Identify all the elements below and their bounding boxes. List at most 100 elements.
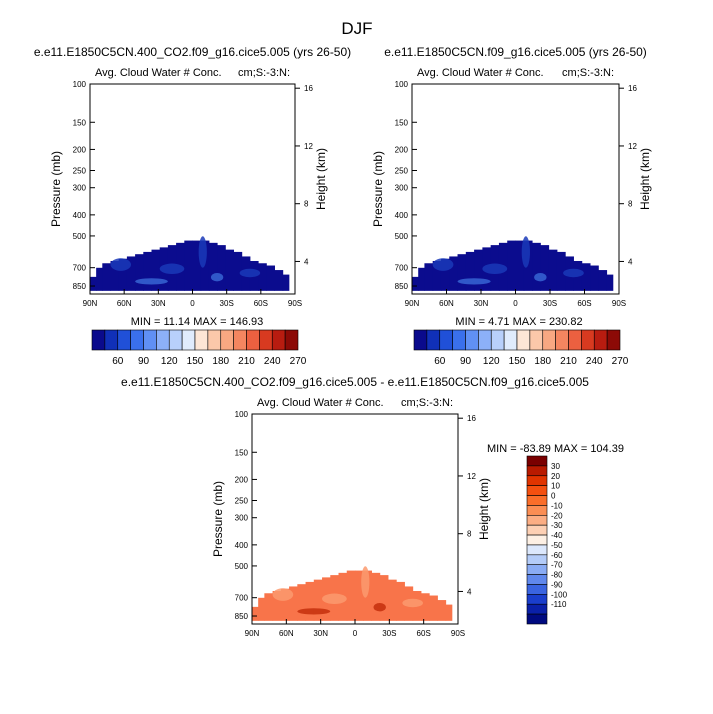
colorbar-swatch: [526, 465, 548, 477]
colorbar-label: 90: [138, 356, 150, 367]
field-cell: [200, 240, 210, 291]
y-tick-label: 700: [235, 594, 249, 603]
y-tick-label: 850: [235, 612, 249, 621]
colorbar-swatch: [581, 329, 595, 351]
y-right-tick-label: 12: [467, 472, 476, 481]
field-cell: [274, 270, 284, 291]
y-tick-label: 850: [395, 282, 409, 291]
colorbar-label: -90: [551, 580, 563, 589]
field-feature: [198, 236, 207, 268]
stats-text: MIN = 4.71 MAX = 230.82: [455, 316, 582, 328]
field-cell: [280, 588, 290, 621]
colorbar-label: 0: [551, 492, 556, 501]
x-tick-label: 60N: [117, 299, 132, 308]
field-cell: [151, 249, 161, 291]
y-tick-label: 400: [73, 211, 87, 220]
colorbar-swatch: [526, 603, 548, 615]
field-cell: [540, 245, 550, 291]
field-cell: [371, 572, 381, 621]
colorbar-label: 120: [161, 356, 178, 367]
field-feature: [563, 268, 584, 278]
colorbar: 3020100-10-20-30-40-50-60-70-80-90-100-1…: [526, 455, 568, 625]
field-cell: [420, 593, 430, 621]
y-tick-label: 150: [73, 118, 87, 127]
colorbar-swatch: [478, 329, 492, 351]
colorbar-swatch: [413, 329, 428, 351]
colorbar: 60 90 120 150 180 210 240 270: [413, 329, 629, 367]
colorbar-swatch: [526, 554, 548, 566]
field-cell: [90, 276, 97, 291]
y-right-axis-label: Height (km): [314, 148, 328, 210]
x-tick-label: 0: [513, 299, 518, 308]
y-tick-label: 700: [395, 264, 409, 273]
colorbar-swatch: [220, 329, 234, 351]
y-tick-label: 400: [395, 211, 409, 220]
field-feature: [534, 273, 547, 282]
field-cell: [282, 274, 290, 291]
field-cell: [429, 595, 438, 621]
y-tick-label: 500: [235, 562, 249, 571]
field-cell: [225, 249, 234, 291]
panel-difference: e.e11.E1850C5CN.400_CO2.f09_g16.cice5.00…: [121, 375, 624, 638]
y-right-tick-label: 12: [628, 142, 637, 151]
field-cell: [217, 245, 226, 291]
y-tick-label: 500: [395, 232, 409, 241]
field-cell: [507, 240, 516, 291]
field-cell: [102, 263, 111, 291]
colorbar-label: 30: [551, 462, 560, 471]
field-cell: [424, 263, 434, 291]
colorbar-swatch: [526, 514, 548, 526]
field-cell: [515, 240, 525, 291]
colorbar-label: 120: [483, 356, 500, 367]
colorbar-swatch: [181, 329, 196, 351]
field-cell: [396, 581, 405, 621]
x-tick-label: 60N: [439, 299, 454, 308]
field-cell: [297, 584, 307, 621]
colorbar-swatch: [143, 329, 157, 351]
y-tick-label: 200: [73, 145, 87, 154]
colorbar-swatch: [568, 329, 582, 351]
colorbar-swatch: [426, 329, 441, 351]
field-feature: [135, 278, 168, 285]
field-cell: [118, 258, 128, 291]
stats-text: MIN = -83.89 MAX = 104.39: [487, 443, 624, 455]
field-feature: [361, 566, 370, 598]
y-tick-label: 100: [73, 80, 87, 89]
stats-text: MIN = 11.14 MAX = 146.93: [131, 316, 263, 328]
field-cell: [457, 254, 467, 291]
colorbar-swatch: [91, 329, 106, 351]
colorbar-label: -50: [551, 541, 563, 550]
field-cell: [184, 240, 193, 291]
colorbar-label: -100: [551, 590, 568, 599]
y-right-tick-label: 16: [628, 84, 637, 93]
colorbar-swatch: [452, 329, 466, 351]
colorbar-swatch: [130, 329, 144, 351]
colorbar-label: -70: [551, 561, 563, 570]
field-cell: [449, 256, 459, 291]
colorbar-swatch: [606, 329, 621, 351]
panel-title: e.e11.E1850C5CN.f09_g16.cice5.005 (yrs 2…: [384, 45, 647, 59]
field-feature: [210, 273, 224, 282]
x-tick-label: 30N: [151, 299, 166, 308]
colorbar-swatch: [526, 524, 548, 536]
y-tick-label: 200: [235, 475, 249, 484]
colorbar-swatch: [117, 329, 131, 351]
colorbar-swatch: [526, 495, 548, 506]
field-cell: [126, 256, 136, 291]
colorbar-label: 180: [212, 356, 229, 367]
y-axis-label: Pressure (mb): [371, 151, 385, 227]
field-cell: [258, 597, 265, 621]
x-tick-label: 30S: [543, 299, 557, 308]
y-tick-label: 150: [235, 448, 249, 457]
field-cells: [412, 236, 614, 291]
field-cell: [606, 274, 614, 291]
panel-subtitle-right: cm;S:-3:N:: [401, 397, 453, 409]
colorbar-label: -10: [551, 501, 563, 510]
page-title: DJF: [341, 19, 372, 38]
field-cell: [598, 270, 608, 291]
panel-subtitle-right: cm;S:-3:N:: [238, 67, 290, 79]
colorbar-swatch: [284, 329, 299, 351]
field-cell: [590, 265, 599, 291]
colorbar-label: -80: [551, 571, 563, 580]
